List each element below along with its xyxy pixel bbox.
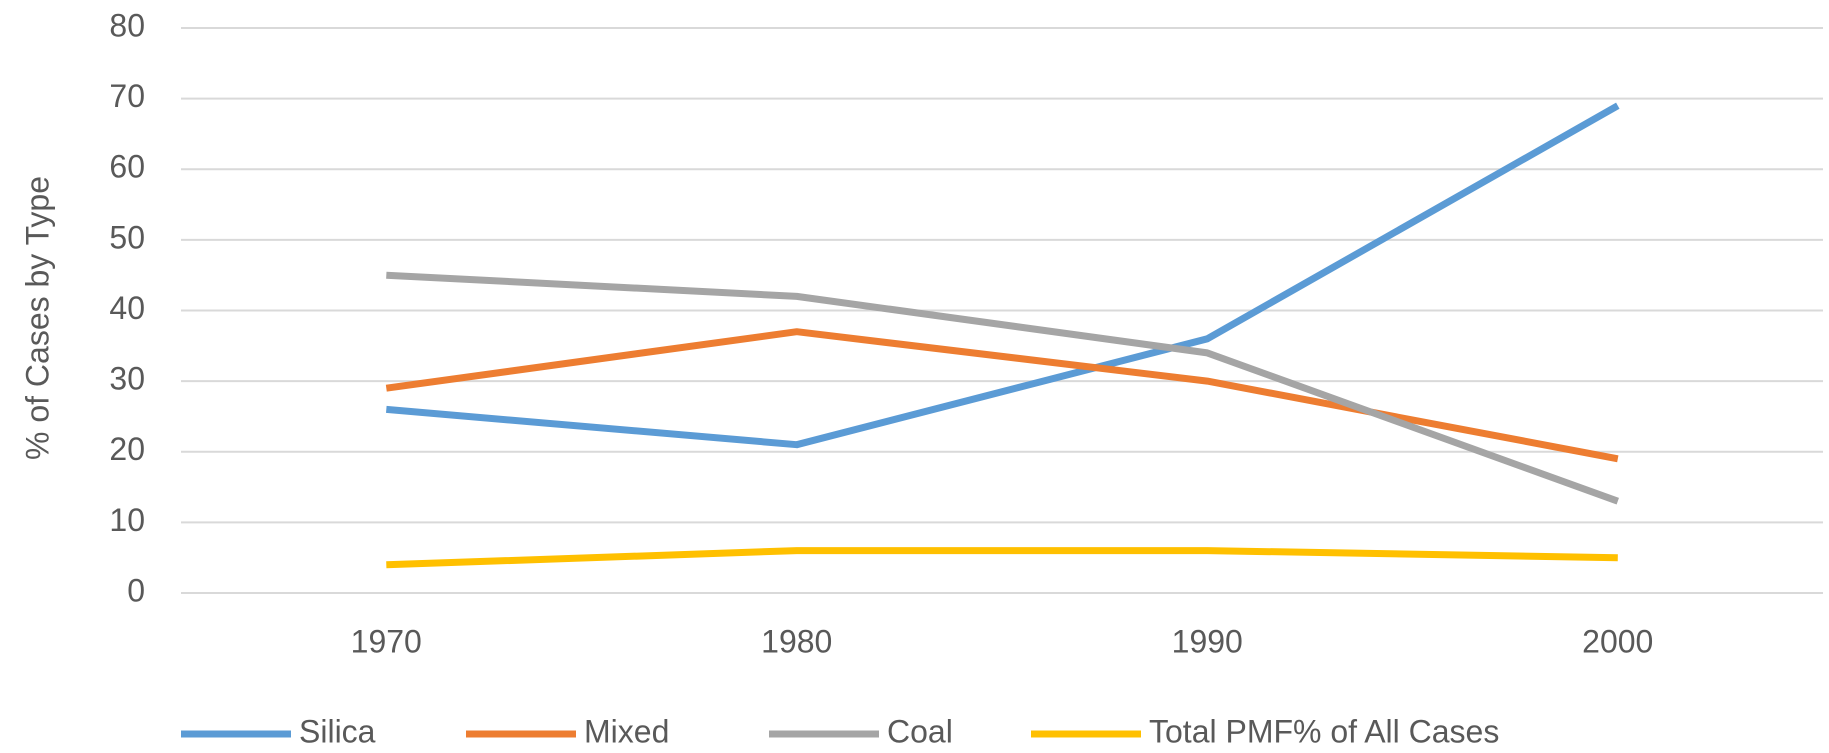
y-tick-label: 30 xyxy=(109,361,145,397)
y-tick-label: 40 xyxy=(109,290,145,326)
y-tick-label: 80 xyxy=(109,7,145,43)
y-tick-label: 10 xyxy=(109,502,145,538)
series-line xyxy=(386,102,1620,449)
y-tick-label: 50 xyxy=(109,219,145,255)
x-tick-label: 1980 xyxy=(761,623,832,659)
series-line xyxy=(386,547,1618,569)
y-tick-label: 20 xyxy=(109,431,145,467)
legend-label: Silica xyxy=(299,713,376,749)
y-axis-label: % of Cases by Type xyxy=(19,176,55,460)
series-line xyxy=(385,328,1619,463)
legend-label: Total PMF% of All Cases xyxy=(1149,713,1499,749)
series-line xyxy=(386,271,1619,505)
y-tick-label: 60 xyxy=(109,149,145,185)
legend-label: Coal xyxy=(887,713,953,749)
y-tick-label: 70 xyxy=(109,78,145,114)
x-tick-label: 1990 xyxy=(1172,623,1243,659)
x-tick-label: 2000 xyxy=(1582,623,1653,659)
legend-label: Mixed xyxy=(584,713,669,749)
y-tick-label: 0 xyxy=(127,572,145,608)
x-tick-label: 1970 xyxy=(351,623,422,659)
